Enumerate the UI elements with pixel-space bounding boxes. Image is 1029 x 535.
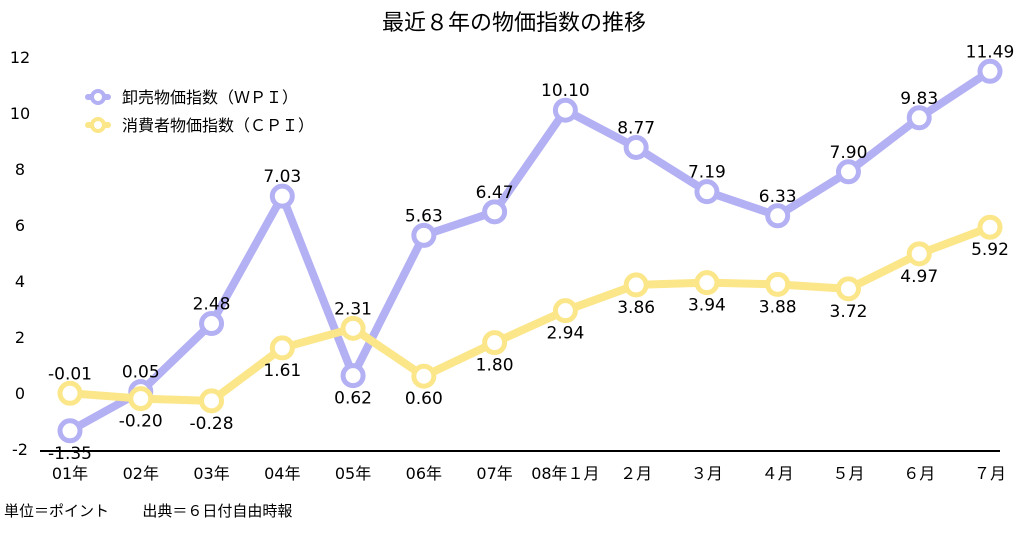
x-tick-label: 07年 — [476, 464, 512, 483]
data-point — [411, 363, 437, 389]
chart-title: 最近８年の物価指数の推移 — [382, 11, 646, 36]
data-label: 5.63 — [405, 206, 443, 226]
series-cpi — [57, 214, 1003, 414]
data-point — [694, 270, 720, 296]
data-point — [552, 97, 578, 123]
data-label: 3.94 — [688, 296, 726, 316]
x-tick-label: 03年 — [193, 464, 229, 483]
data-label: 8.77 — [617, 118, 655, 138]
y-tick-label: 2 — [15, 328, 25, 347]
x-axis: 01年 02年 03年 04年 05年 06年 07年 08年１月 ２月 ３月 ４月 ５月 ６月 ７月 — [52, 464, 1006, 483]
legend: 卸売物価指数（ＷＰＩ） 消費者物価指数（ＣＰＩ） — [85, 88, 314, 135]
data-point — [977, 58, 1003, 84]
x-tick-label: ４月 — [762, 464, 794, 483]
data-point — [269, 335, 295, 361]
data-point — [906, 241, 932, 267]
footer-notes: 単位＝ポイント 出典＝６日付自由時報 — [4, 500, 292, 521]
data-point — [128, 386, 154, 412]
data-label: 9.83 — [900, 89, 938, 109]
data-point — [694, 179, 720, 205]
data-point — [482, 330, 508, 356]
y-axis: -2 0 2 4 6 8 10 12 — [10, 48, 30, 459]
data-label: 7.90 — [830, 143, 868, 163]
data-point — [411, 222, 437, 248]
data-label: 2.31 — [334, 299, 372, 319]
y-tick-label: 10 — [10, 104, 30, 123]
data-label: 3.88 — [759, 297, 797, 317]
y-tick-label: 0 — [15, 384, 25, 403]
y-tick-label: -2 — [12, 440, 28, 459]
data-point — [199, 388, 225, 414]
data-label: 7.03 — [263, 167, 301, 187]
x-tick-label: ２月 — [620, 464, 652, 483]
data-label: 11.49 — [966, 42, 1015, 62]
data-label: 6.47 — [476, 183, 514, 203]
data-point — [906, 105, 932, 131]
legend-label: 卸売物価指数（ＷＰＩ） — [122, 88, 298, 107]
x-tick-label: ３月 — [691, 464, 723, 483]
y-tick-label: 4 — [15, 272, 25, 291]
data-label: 0.62 — [334, 389, 372, 409]
data-point — [57, 380, 83, 406]
x-tick-label: ７月 — [974, 464, 1006, 483]
x-tick-label: 06年 — [406, 464, 442, 483]
data-label: 10.10 — [541, 81, 590, 101]
data-point — [340, 363, 366, 389]
data-point — [623, 134, 649, 160]
x-tick-label: ５月 — [832, 464, 864, 483]
data-label: 7.19 — [688, 163, 726, 183]
data-point — [835, 159, 861, 185]
x-tick-label: ６月 — [903, 464, 935, 483]
data-label: 3.72 — [830, 302, 868, 322]
data-point — [199, 311, 225, 337]
data-point — [340, 315, 366, 341]
data-label: -0.01 — [48, 364, 92, 384]
x-tick-label: 01年 — [52, 464, 88, 483]
x-tick-label: 05年 — [335, 464, 371, 483]
plot-area: -1.35 0.05 2.48 7.03 0.62 5.63 6.47 10.10 8.77 7.… — [48, 42, 1014, 464]
data-label: -0.20 — [119, 412, 163, 432]
unit-note: 単位＝ポイント — [4, 502, 110, 520]
y-tick-label: 6 — [15, 216, 25, 235]
data-label: 2.94 — [546, 324, 584, 344]
data-point — [977, 214, 1003, 240]
data-label: -0.28 — [190, 414, 234, 434]
x-tick-label: 08年１月 — [531, 464, 599, 483]
data-label: 1.61 — [263, 361, 301, 381]
x-tick-label: 04年 — [264, 464, 300, 483]
data-point — [623, 272, 649, 298]
data-label: 1.80 — [476, 356, 514, 376]
data-label: -1.35 — [48, 444, 92, 464]
data-label: 0.60 — [405, 389, 443, 409]
source-note: 出典＝６日付自由時報 — [142, 502, 293, 520]
data-point — [552, 298, 578, 324]
y-tick-label: 8 — [15, 160, 25, 179]
legend-swatch-marker — [90, 89, 106, 105]
data-point — [57, 418, 83, 444]
data-point — [765, 203, 791, 229]
legend-swatch-marker — [90, 117, 106, 133]
data-label: 6.33 — [759, 187, 797, 207]
y-tick-label: 12 — [10, 48, 30, 67]
data-label: 5.92 — [971, 240, 1009, 260]
x-tick-label: 02年 — [123, 464, 159, 483]
legend-label: 消費者物価指数（ＣＰＩ） — [122, 116, 314, 135]
data-point — [765, 271, 791, 297]
data-label: 3.86 — [617, 298, 655, 318]
data-label: 0.05 — [122, 363, 160, 383]
data-point — [482, 199, 508, 225]
data-label: 2.48 — [193, 295, 231, 315]
data-point — [835, 276, 861, 302]
data-label: 4.97 — [900, 267, 938, 287]
data-point — [269, 183, 295, 209]
series-line — [66, 67, 994, 435]
